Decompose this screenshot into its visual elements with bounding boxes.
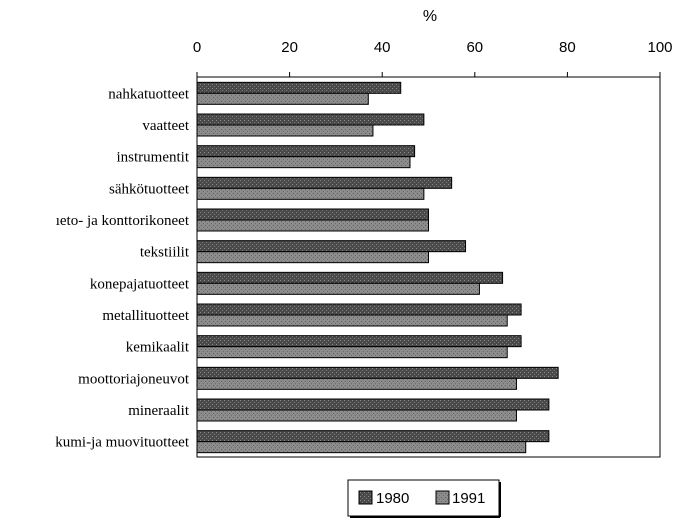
x-tick-label: 20 [281,39,298,56]
bar-1991 [196,346,508,359]
category-label: sähkötuotteet [109,181,190,197]
bar-1980 [196,335,522,348]
bar-1980 [196,81,402,94]
bar-1980 [196,398,550,411]
legend-swatch-1980 [358,490,373,505]
legend: 1980 1991 [347,479,501,518]
category-label: vaatteet [142,118,189,134]
bar-1991 [196,441,527,454]
bar-1991 [196,282,480,295]
category-label: moottoriajoneuvot [78,371,190,387]
bar-1980 [196,430,550,443]
bar-1991 [196,187,425,200]
x-axis-ticks: 0 20 40 60 80 100 [193,39,673,77]
bar-1991 [196,377,517,390]
bar-1980 [196,176,453,189]
bar-1991 [196,124,374,137]
category-label: mineraalit [128,403,190,419]
x-tick-label: 100 [647,39,672,56]
bar-1980 [196,240,467,253]
bar-1991 [196,156,411,169]
category-label: instrumentit [117,150,190,166]
bar-1991 [196,92,369,105]
bar-1980 [196,145,416,158]
legend-label-1980: 1980 [376,490,409,507]
category-labels: nahkatuotteet vaatteet instrumentit sähkötu… [55,86,190,450]
legend-label-1991: 1991 [452,490,485,507]
category-label: nahkatuotteet [108,86,190,102]
bars [196,81,559,454]
legend-box [347,479,500,517]
category-label: tekstiilit [140,245,190,261]
x-tick-label: 40 [374,39,391,56]
bar-1980 [196,208,429,221]
category-label: ıeto- ja konttorikoneet [56,213,190,229]
x-tick-label: 0 [193,39,201,56]
x-tick-label: 80 [559,39,576,56]
category-label: konepajatuotteet [90,276,190,292]
bar-1980 [196,113,425,126]
category-label: kumi-ja muovituotteet [55,435,190,451]
legend-swatch-1991 [435,490,450,505]
bar-1980 [196,303,522,316]
bar-1991 [196,219,429,232]
x-axis-unit-label: % [423,8,437,25]
category-label: metallituotteet [102,308,189,324]
bar-1991 [196,314,508,327]
bar-1980 [196,271,504,284]
category-label: kemikaalit [126,340,190,356]
bar-1991 [196,251,429,264]
bar-1980 [196,366,559,379]
x-tick-label: 60 [466,39,483,56]
plot-area [196,76,661,458]
bar-1991 [196,409,517,422]
